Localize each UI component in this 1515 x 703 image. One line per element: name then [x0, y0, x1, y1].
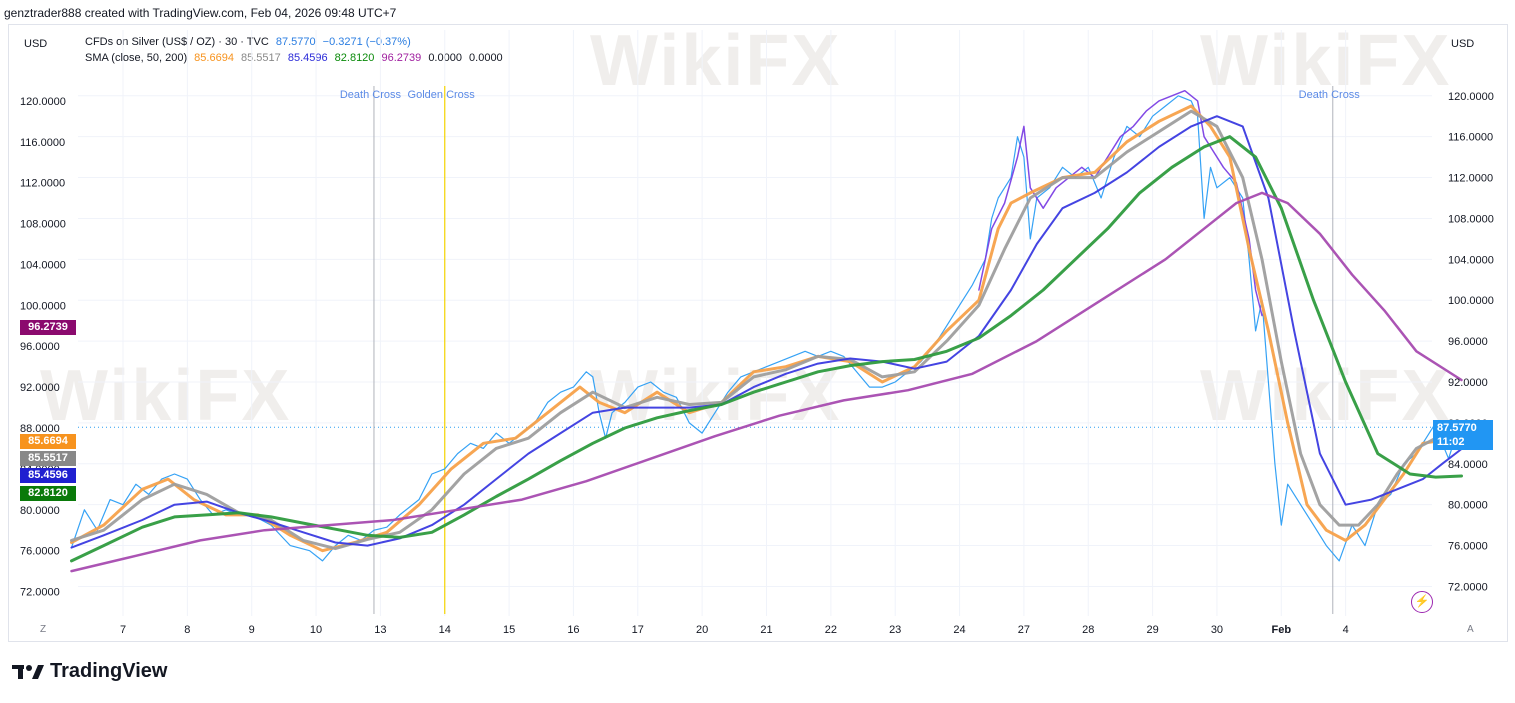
event-label[interactable]: Death Cross	[339, 89, 401, 101]
legend: CFDs on Silver (US$ / OZ) · 30 · TVC 87.…	[85, 34, 507, 66]
sma-value-tag: 85.4596	[20, 468, 76, 483]
attribution-header: genztrader888 created with TradingView.c…	[4, 6, 397, 20]
sma-value-tag: 85.5517	[20, 451, 76, 466]
sma-label[interactable]: SMA (close, 50, 200)	[85, 52, 188, 64]
sma-value-tag: 96.2739	[20, 320, 76, 335]
instrument-title[interactable]: CFDs on Silver (US$ / OZ) · 30 · TVC	[85, 36, 269, 48]
auto-scale-toggle[interactable]: A	[1467, 624, 1474, 635]
sma-value: 85.4596	[287, 52, 328, 64]
tradingview-logo: TradingView	[12, 660, 167, 683]
sma-value-tag: 85.6694	[20, 434, 76, 449]
left-currency-label: USD	[24, 38, 48, 50]
watermark: WikiFX	[590, 21, 842, 101]
tradingview-icon	[12, 664, 44, 679]
event-label[interactable]: Death Cross	[1298, 89, 1360, 101]
lightning-icon[interactable]: ⚡	[1411, 591, 1433, 613]
sma-value: 85.5517	[241, 52, 281, 64]
sma-value: 85.6694	[194, 52, 234, 64]
tradingview-wordmark: TradingView	[50, 660, 168, 682]
chart-frame	[8, 24, 1508, 642]
price-change: −0.3271 (−0.37%)	[322, 36, 411, 48]
current-price-value: 87.5770	[1437, 422, 1477, 434]
current-price-tag: 87.5770 11:02	[1433, 420, 1493, 450]
sma-value: 0.0000	[428, 52, 462, 64]
sma-value: 0.0000	[469, 52, 503, 64]
sma-value: 96.2739	[381, 52, 422, 64]
last-price: 87.5770	[275, 36, 316, 48]
sma-value: 82.8120	[334, 52, 375, 64]
watermark: WikiFX	[1200, 21, 1452, 101]
bar-countdown: 11:02	[1437, 436, 1465, 448]
event-label[interactable]: Golden Cross	[407, 89, 475, 101]
right-currency-label: USD	[1451, 38, 1475, 50]
timezone-toggle[interactable]: Z	[40, 624, 47, 635]
sma-value-tag: 82.8120	[20, 486, 76, 501]
